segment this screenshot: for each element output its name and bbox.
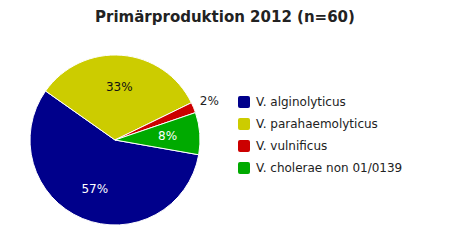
data-label: 33% bbox=[106, 80, 133, 94]
chart: Primärproduktion 2012 (n=60) 57% 33% 2% 8% V.… bbox=[0, 0, 450, 250]
legend-swatch bbox=[238, 118, 250, 130]
data-labels: 57% 33% 2% 8% bbox=[81, 80, 218, 195]
chart-container: Primärproduktion 2012 (n=60) 57% 33% 2% 8% V.… bbox=[0, 0, 450, 250]
legend-swatch bbox=[238, 162, 250, 174]
data-label: 57% bbox=[81, 182, 108, 196]
pie-slice bbox=[115, 113, 200, 155]
data-label: 2% bbox=[200, 94, 219, 108]
legend-label: V. vulnificus bbox=[256, 139, 327, 153]
legend-swatch bbox=[238, 140, 250, 152]
legend-label: V. cholerae non 01/0139 bbox=[256, 161, 402, 175]
title: Primärproduktion 2012 (n=60) bbox=[95, 8, 355, 26]
legend-swatch bbox=[238, 96, 250, 108]
legend: V. alginolyticus V. parahaemolyticus V. vu… bbox=[238, 95, 402, 175]
pie bbox=[30, 55, 200, 225]
legend-label: V. parahaemolyticus bbox=[256, 117, 378, 131]
legend-label: V. alginolyticus bbox=[256, 95, 346, 109]
data-label: 8% bbox=[158, 129, 177, 143]
